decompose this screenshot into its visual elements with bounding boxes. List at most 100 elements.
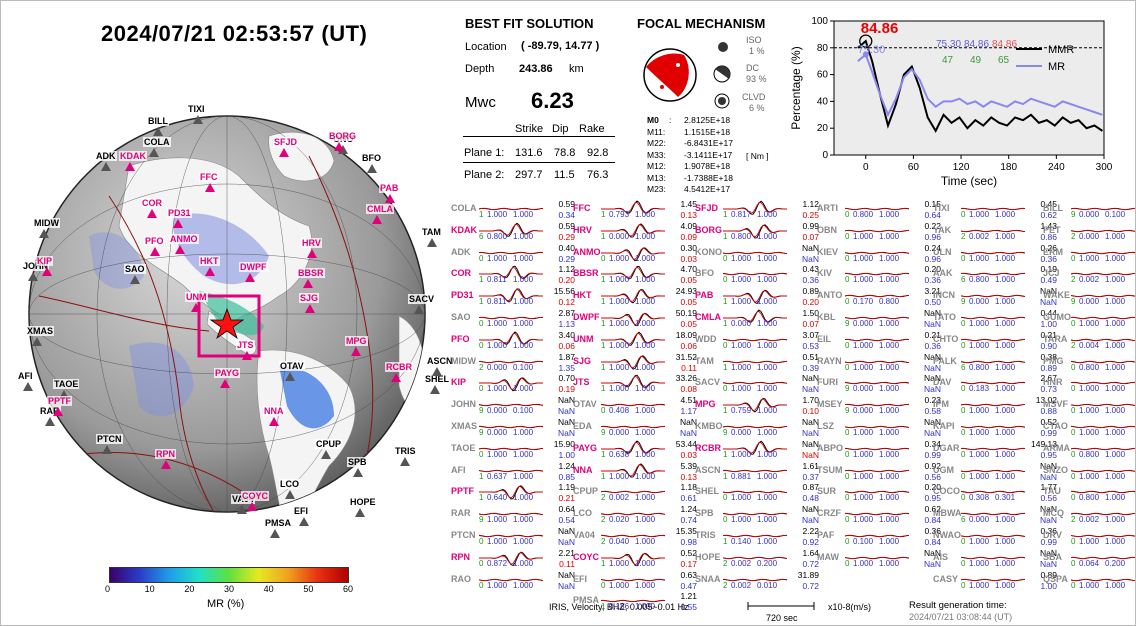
amplitude-value: NaN <box>557 526 575 536</box>
weight-flag: 6 <box>961 362 966 372</box>
weight-a: 0.064 <box>1079 558 1100 568</box>
colorbar-tick: 30 <box>224 584 235 594</box>
misfit-value: 0.12 <box>558 297 575 308</box>
weight-flag: 1 <box>723 471 728 481</box>
weight-b: 1.000 <box>879 493 900 503</box>
waveform-cell: NWAO 0 1.000 1.000 0.36 0.99 <box>933 526 1057 548</box>
waveform-trace <box>723 578 787 581</box>
station-label: KDAK <box>119 151 147 161</box>
weight-b: 1.000 <box>635 515 656 525</box>
plane2-label: Plane 2: <box>464 169 505 181</box>
misfit-value: 0.13 <box>680 210 697 220</box>
station-label: PAYG <box>214 368 241 378</box>
weight-b: 1.000 <box>995 537 1016 546</box>
waveform-trace <box>845 338 909 341</box>
weight-b: 1.000 <box>995 580 1016 590</box>
misfit-value: 0.09 <box>680 231 697 242</box>
location-label: Location <box>465 41 507 53</box>
weight-b: 1.000 <box>635 471 656 481</box>
amplitude-value: 1.12 <box>802 199 819 209</box>
weight-a: 0.638 <box>609 449 630 459</box>
waveform-cell: COCO 0 0.308 0.301 1.77 0.56 <box>933 482 1057 504</box>
weight-flag: 9 <box>723 428 728 437</box>
misfit-value: 0.05 <box>680 319 697 329</box>
station-triangle-icon <box>173 219 183 228</box>
tensor-value: -1.7388E+18 <box>684 172 733 183</box>
weight-b: 1.000 <box>1105 406 1126 416</box>
waveform-info: IRIS, Velocity, BHZ, 0.005~0.01 Hz <box>549 602 689 612</box>
station-code: SUR <box>817 486 837 497</box>
waveform-cell: SUR 0 1.000 1.000 0.20 0.95 <box>817 482 941 504</box>
weight-flag: 0 <box>723 253 728 263</box>
waveform-trace <box>601 491 665 494</box>
waveform-trace <box>601 223 665 238</box>
weight-flag: 1 <box>601 471 606 481</box>
weight-a: 1.000 <box>731 384 752 394</box>
misfit-value: NaN <box>557 406 575 417</box>
misfit-value: 0.21 <box>558 493 575 504</box>
weight-b: 1.000 <box>879 537 900 546</box>
station-code: SHEL <box>695 486 720 497</box>
station-triangle-icon <box>39 229 49 238</box>
plane2-strike: 297.7 <box>515 169 543 181</box>
weight-a: 1.000 <box>853 558 874 568</box>
amplitude-value: NaN <box>801 504 819 515</box>
waveform-trace <box>479 485 543 500</box>
waveform-cell: JOHN 9 0.000 0.100 NaN NaN <box>451 395 575 417</box>
waveform-trace <box>961 578 1025 581</box>
weight-flag: 0 <box>723 275 728 285</box>
waveform-trace <box>961 534 1025 538</box>
station-label: AFI <box>17 371 34 381</box>
weight-flag: 1 <box>723 210 728 219</box>
station-code: RAO <box>451 573 471 584</box>
station-code: WAKE <box>1043 290 1070 301</box>
waveform-trace <box>1071 556 1135 559</box>
weight-flag: 0 <box>961 558 966 568</box>
station-code: COYC <box>573 551 600 562</box>
weight-a: 1.000 <box>487 340 508 350</box>
amplitude-value: 0.20 <box>924 264 941 275</box>
weight-flag: 0 <box>1071 449 1076 459</box>
waveform-trace <box>601 331 665 346</box>
weight-flag: 9 <box>479 406 484 416</box>
station-code: JOHN <box>451 399 477 410</box>
station-triangle-icon <box>307 249 317 258</box>
weight-a: 1.000 <box>1079 319 1100 328</box>
station-code: RAR <box>451 508 471 519</box>
station-label: RPN <box>155 449 177 459</box>
weight-a: 0.002 <box>731 558 752 568</box>
weight-a: 1.000 <box>487 210 508 219</box>
station-code: PAYG <box>573 442 598 453</box>
waveform-cell: EDA 9 0.000 1.000 NaN NaN <box>573 417 697 439</box>
weight-b: 1.000 <box>995 275 1016 285</box>
amplitude-value: NaN <box>557 569 575 580</box>
x-tick-label: 0 <box>863 162 869 173</box>
waveform-cell: DWPF 1 1.000 1.000 50.19 0.05 <box>573 308 697 330</box>
station-code: RPN <box>451 551 471 562</box>
station-triangle-icon <box>334 142 344 151</box>
weight-a: 0.000 <box>487 406 508 416</box>
waveform-cell: CPUP 2 0.002 1.000 1.18 0.61 <box>573 482 697 504</box>
station-code: ANMO <box>573 246 601 257</box>
weight-flag: 0 <box>1071 428 1076 437</box>
amplitude-value: 53.44 <box>675 438 697 449</box>
waveform-trace <box>601 200 665 214</box>
weight-a: 0.000 <box>609 231 630 241</box>
amplitude-value: 0.21 <box>1040 329 1057 340</box>
amplitude-value: 0.63 <box>680 569 697 580</box>
weight-a: 1.000 <box>731 362 752 372</box>
station-code: PET <box>1043 224 1061 235</box>
weight-a: 0.000 <box>853 406 874 416</box>
amplitude-value: 0.15 <box>924 199 941 209</box>
weight-b: 1.000 <box>757 537 778 546</box>
amplitude-value: 4.70 <box>680 264 697 275</box>
misfit-value: NaN <box>923 319 941 329</box>
epicenter-box <box>197 294 261 358</box>
weight-a: 1.000 <box>487 580 508 590</box>
station-code: CTAO <box>1043 421 1068 431</box>
weight-a: 1.000 <box>853 362 874 372</box>
amplitude-value: 33.26 <box>675 373 697 384</box>
weight-flag: 0 <box>845 449 850 459</box>
